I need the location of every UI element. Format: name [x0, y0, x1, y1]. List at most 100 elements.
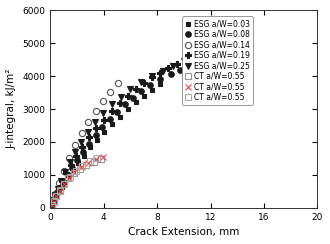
- CT a/W=0.55: [68, 175, 72, 178]
- ESG a/W=0.25: [68, 161, 72, 164]
- X-axis label: Crack Extension, mm: Crack Extension, mm: [128, 227, 240, 237]
- ESG a/W=0.03: [67, 174, 71, 177]
- CT a/W=0.55: [50, 203, 54, 206]
- CT a/W=0.55: [66, 177, 70, 180]
- ESG a/W=0.08: [123, 103, 127, 106]
- CT a/W=0.55: [81, 164, 84, 167]
- ESG a/W=0.19: [49, 204, 53, 207]
- ESG a/W=0.19: [150, 76, 154, 79]
- ESG a/W=0.19: [50, 203, 54, 206]
- Line: ESG a/W=0.19: ESG a/W=0.19: [48, 43, 227, 209]
- ESG a/W=0.08: [52, 199, 56, 202]
- ESG a/W=0.08: [169, 72, 173, 75]
- ESG a/W=0.19: [134, 88, 138, 91]
- CT a/W=0.55: [58, 189, 62, 192]
- ESG a/W=0.25: [56, 187, 60, 190]
- ESG a/W=0.08: [56, 191, 60, 194]
- ESG a/W=0.08: [54, 195, 58, 198]
- ESG a/W=0.19: [213, 48, 216, 51]
- ESG a/W=0.08: [109, 118, 113, 121]
- ESG a/W=0.19: [102, 118, 106, 121]
- ESG a/W=0.25: [110, 103, 114, 106]
- ESG a/W=0.08: [66, 174, 70, 177]
- ESG a/W=0.03: [49, 205, 53, 208]
- ESG a/W=0.19: [81, 145, 84, 148]
- CT a/W=0.55: [52, 200, 56, 203]
- ESG a/W=0.19: [64, 172, 68, 175]
- ESG a/W=0.19: [52, 197, 56, 200]
- ESG a/W=0.03: [77, 161, 81, 164]
- ESG a/W=0.19: [110, 110, 114, 112]
- ESG a/W=0.08: [115, 110, 119, 113]
- ESG a/W=0.25: [225, 50, 229, 53]
- ESG a/W=0.19: [184, 58, 188, 61]
- ESG a/W=0.19: [54, 192, 58, 195]
- ESG a/W=0.03: [50, 203, 54, 206]
- ESG a/W=0.03: [150, 89, 154, 92]
- ESG a/W=0.19: [57, 186, 61, 189]
- ESG a/W=0.25: [86, 130, 90, 133]
- CT a/W=0.55: [72, 172, 76, 175]
- Line: CT a/W=0.55: CT a/W=0.55: [49, 157, 104, 208]
- ESG a/W=0.08: [148, 83, 152, 86]
- ESG a/W=0.25: [150, 75, 154, 78]
- Line: ESG a/W=0.08: ESG a/W=0.08: [48, 63, 193, 209]
- Line: CT a/W=0.55: CT a/W=0.55: [48, 153, 107, 209]
- ESG a/W=0.03: [82, 154, 86, 157]
- ESG a/W=0.03: [102, 131, 106, 133]
- ESG a/W=0.19: [60, 179, 64, 182]
- ESG a/W=0.25: [171, 64, 175, 67]
- CT a/W=0.55: [58, 189, 62, 192]
- ESG a/W=0.03: [63, 180, 67, 183]
- ESG a/W=0.25: [63, 171, 67, 174]
- CT a/W=0.55: [88, 160, 92, 163]
- ESG a/W=0.03: [51, 201, 55, 204]
- ESG a/W=0.19: [74, 154, 78, 157]
- ESG a/W=0.14: [57, 182, 61, 184]
- Line: ESG a/W=0.03: ESG a/W=0.03: [49, 82, 162, 209]
- ESG a/W=0.14: [94, 110, 98, 112]
- Line: ESG a/W=0.14: ESG a/W=0.14: [49, 80, 121, 205]
- Line: CT a/W=0.55: CT a/W=0.55: [49, 155, 100, 208]
- ESG a/W=0.08: [188, 64, 192, 67]
- ESG a/W=0.14: [80, 132, 84, 134]
- ESG a/W=0.08: [59, 186, 63, 189]
- ESG a/W=0.25: [193, 55, 197, 58]
- CT a/W=0.55: [62, 182, 66, 185]
- ESG a/W=0.19: [118, 102, 122, 105]
- ESG a/W=0.08: [139, 90, 143, 92]
- CT a/W=0.55: [95, 157, 99, 160]
- ESG a/W=0.19: [194, 54, 198, 57]
- CT a/W=0.55: [50, 204, 54, 207]
- ESG a/W=0.08: [62, 180, 66, 183]
- Line: ESG a/W=0.25: ESG a/W=0.25: [49, 48, 230, 207]
- ESG a/W=0.19: [222, 45, 226, 48]
- ESG a/W=0.19: [166, 67, 170, 70]
- ESG a/W=0.08: [50, 203, 54, 206]
- ESG a/W=0.19: [158, 71, 162, 74]
- ESG a/W=0.25: [182, 60, 186, 62]
- CT a/W=0.55: [92, 161, 96, 163]
- ESG a/W=0.19: [94, 127, 98, 130]
- CT a/W=0.55: [79, 166, 83, 169]
- ESG a/W=0.08: [70, 167, 74, 170]
- CT a/W=0.55: [86, 161, 90, 164]
- ESG a/W=0.19: [87, 136, 91, 139]
- ESG a/W=0.19: [51, 200, 55, 203]
- ESG a/W=0.25: [93, 121, 97, 124]
- ESG a/W=0.03: [142, 94, 146, 97]
- CT a/W=0.55: [54, 195, 58, 198]
- ESG a/W=0.14: [62, 170, 66, 173]
- Legend: ESG a/W=0.03, ESG a/W=0.08, ESG a/W=0.14, ESG a/W=0.19, ESG a/W=0.25, CT a/W=0.5: ESG a/W=0.03, ESG a/W=0.08, ESG a/W=0.14…: [182, 16, 253, 105]
- ESG a/W=0.08: [81, 150, 85, 153]
- ESG a/W=0.03: [71, 168, 75, 171]
- ESG a/W=0.08: [75, 159, 79, 162]
- ESG a/W=0.25: [139, 81, 143, 84]
- ESG a/W=0.08: [100, 126, 104, 129]
- ESG a/W=0.25: [51, 199, 55, 202]
- ESG a/W=0.14: [116, 81, 120, 84]
- CT a/W=0.55: [54, 194, 58, 197]
- ESG a/W=0.03: [110, 123, 114, 126]
- ESG a/W=0.25: [53, 194, 57, 197]
- ESG a/W=0.19: [126, 94, 130, 97]
